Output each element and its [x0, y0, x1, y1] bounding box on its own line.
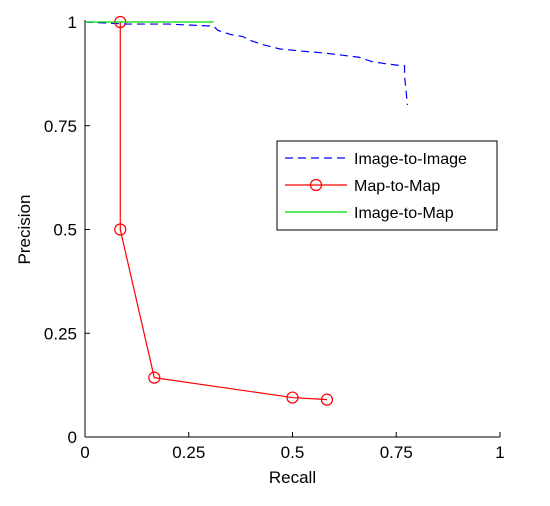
legend-label-image-to-image: Image-to-Image — [354, 151, 467, 168]
x-tick-label: 0.5 — [281, 443, 305, 462]
data-point-map-to-map — [286, 391, 299, 404]
legend-label-image-to-map: Image-to-Map — [354, 205, 454, 222]
y-axis-label: Precision — [15, 195, 34, 265]
data-point-map-to-map — [320, 393, 334, 406]
legend-label-map-to-map: Map-to-Map — [354, 178, 440, 195]
x-tick-label: 1 — [495, 443, 504, 462]
y-tick-label: 0.5 — [53, 221, 77, 240]
x-tick-label: 0.25 — [172, 443, 205, 462]
legend: Image-to-Image Map-to-Map Image-to-Map — [276, 140, 498, 231]
y-tick-label: 1 — [68, 13, 77, 32]
y-tick-label: 0.75 — [44, 117, 77, 136]
x-tick-label: 0 — [80, 443, 89, 462]
x-tick-label: 0.75 — [380, 443, 413, 462]
y-tick-label: 0.25 — [44, 324, 77, 343]
series-line-map-to-map — [119, 22, 327, 401]
x-axis-label: Recall — [269, 468, 316, 487]
legend-marker-map-to-map — [309, 178, 323, 192]
axis-ticks: 0 0.25 0.5 0.75 1 0 0.25 0.5 0.75 1 — [44, 13, 505, 462]
y-tick-label: 0 — [68, 428, 77, 447]
data-point-map-to-map — [148, 371, 161, 384]
data-point-map-to-map — [114, 223, 127, 236]
series-layer — [84, 15, 409, 406]
series-line-image-to-image — [84, 21, 409, 106]
